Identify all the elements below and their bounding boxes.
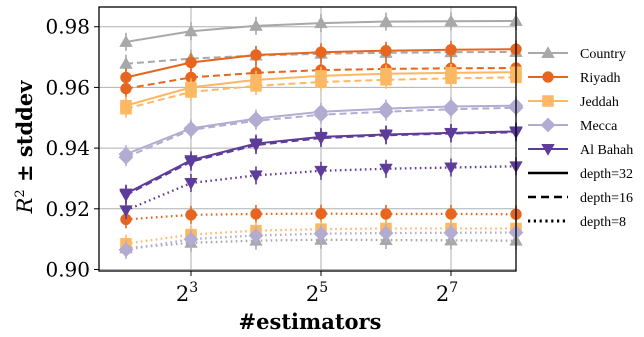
data-point <box>380 68 392 80</box>
y-tick-label: 0.96 <box>45 75 90 99</box>
legend-entry: Country <box>528 46 626 62</box>
series-line-depth-8 <box>119 157 523 220</box>
data-point <box>120 99 132 112</box>
data-point <box>184 178 198 190</box>
data-point <box>443 99 459 115</box>
data-point <box>250 74 262 86</box>
data-point <box>249 138 263 151</box>
legend-entry: Mecca <box>528 117 618 134</box>
y-axis-title: R2 ± stddev <box>12 80 37 215</box>
data-point <box>444 162 458 175</box>
legend-label: depth=16 <box>580 191 633 206</box>
data-point <box>445 67 457 79</box>
x-tick-exponent: 3 <box>189 280 198 296</box>
legend-label: depth=8 <box>580 215 626 230</box>
legend-label: Country <box>580 47 626 62</box>
legend-label: Riyadh <box>580 71 620 86</box>
data-point <box>184 155 198 168</box>
data-point <box>445 44 457 56</box>
data-point <box>378 225 394 241</box>
data-point <box>119 205 133 218</box>
data-point <box>249 18 263 31</box>
data-point <box>315 46 327 58</box>
y-tick-label: 0.94 <box>45 136 90 160</box>
data-point <box>313 226 329 242</box>
x-tick-exponent: 7 <box>449 280 458 296</box>
data-point <box>314 16 328 29</box>
x-tick-exponent: 5 <box>319 280 328 296</box>
legend: Country Riyadh Jeddah Mecca Al Bahah depth=32… <box>528 46 633 230</box>
data-point <box>443 225 459 241</box>
legend-entry: depth=32 <box>528 167 633 182</box>
data-point <box>379 14 393 27</box>
x-tick-base: 2 <box>306 282 319 306</box>
data-point <box>315 70 327 82</box>
data-point <box>184 24 198 37</box>
x-axis-title: #estimators <box>239 309 382 334</box>
data-point <box>183 120 199 136</box>
data-point <box>249 170 263 183</box>
data-point <box>314 131 328 144</box>
legend-entry: depth=8 <box>528 215 626 230</box>
data-point <box>379 129 393 142</box>
x-tick-label: 27 <box>436 280 458 306</box>
legend-label: depth=32 <box>580 167 633 182</box>
legend-swatch-marker <box>542 95 554 107</box>
legend-swatch-marker <box>540 117 556 133</box>
data-point <box>315 207 327 220</box>
data-point <box>378 101 394 117</box>
data-point <box>248 227 264 244</box>
legend-swatch-marker <box>541 144 555 156</box>
series-mecca-depth-32 <box>118 96 524 164</box>
data-point <box>444 14 458 27</box>
data-point <box>118 242 134 258</box>
x-tick-base: 2 <box>176 282 189 306</box>
y-axis-title-symbol: R <box>13 197 37 214</box>
data-point <box>380 44 392 57</box>
data-point <box>119 188 133 201</box>
data-point <box>183 231 199 247</box>
plot-series <box>118 11 524 259</box>
data-point <box>444 127 458 140</box>
data-point <box>313 104 329 120</box>
y-tick-label: 0.92 <box>45 197 90 221</box>
x-tick-label: 25 <box>306 280 328 306</box>
data-point <box>250 208 262 220</box>
legend-label: Al Bahah <box>580 143 633 158</box>
data-point <box>248 111 264 127</box>
legend-label: Mecca <box>580 119 618 134</box>
legend-label: Jeddah <box>580 95 619 110</box>
legend-entry: Jeddah <box>528 95 619 110</box>
y-axis-title-power: 2 <box>13 189 28 197</box>
data-point <box>120 71 132 84</box>
data-point <box>118 146 134 162</box>
data-point <box>379 163 393 176</box>
legend-entry: Al Bahah <box>528 143 633 158</box>
data-point <box>185 56 197 69</box>
data-point <box>250 49 262 61</box>
series-line-depth-8 <box>118 223 524 259</box>
data-point <box>185 81 197 94</box>
data-point <box>314 165 328 178</box>
x-tick-label: 23 <box>176 280 198 306</box>
legend-entry: depth=16 <box>528 191 633 206</box>
data-point <box>185 209 197 221</box>
plot-frame <box>98 6 517 272</box>
legend-swatch-marker <box>541 46 555 58</box>
legend-swatch-marker <box>542 71 554 83</box>
y-tick-label: 0.98 <box>45 15 90 39</box>
y-axis-title-rest: ± stddev <box>12 80 37 189</box>
y-tick-label: 0.90 <box>45 257 90 281</box>
x-tick-base: 2 <box>436 282 449 306</box>
series-riyadh-depth-32 <box>120 40 522 87</box>
legend-entry: Riyadh <box>528 71 620 86</box>
data-point <box>380 208 392 220</box>
data-point <box>445 208 457 220</box>
data-point <box>119 35 133 47</box>
